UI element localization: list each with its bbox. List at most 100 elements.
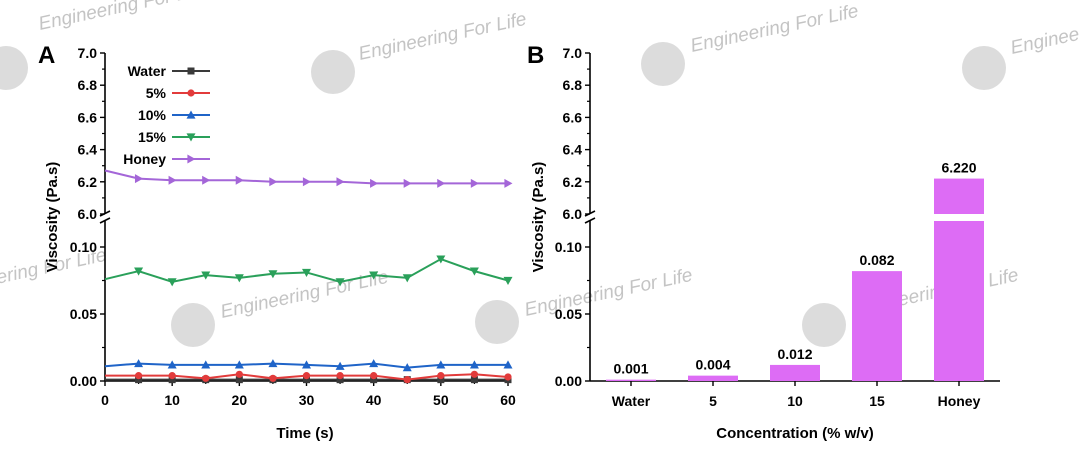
chart-a-axis-break-mark [99, 217, 111, 224]
watermark-text: Engineering For Life [523, 265, 695, 321]
chart-b-x-tick-label: 5 [709, 393, 717, 409]
data-point-5pct [470, 370, 479, 378]
data-point-5pct [235, 370, 243, 378]
watermark-logo [802, 303, 846, 347]
chart-a-x-tick-label: 10 [164, 392, 180, 408]
chart-a-y-tick-label: 6.8 [78, 77, 98, 93]
watermark-text: Engineering For Life [1009, 3, 1080, 59]
bar-5 [688, 375, 738, 381]
data-point-10pct [201, 360, 211, 369]
bar-value-label-5: 0.004 [695, 357, 730, 373]
legend-label-water: Water [128, 63, 167, 79]
chart-b: 6.0 6.2 6.4 6.6 6.8 7.0 0.00 0.05 0.10 Water 0.001… [555, 45, 1000, 409]
data-point-15pct [402, 274, 412, 283]
watermark-text: Engineering For Life [219, 267, 391, 323]
data-point-water [303, 376, 310, 384]
chart-a-y-tick-label: 0.00 [70, 373, 97, 389]
data-point-15pct [369, 271, 379, 280]
data-point-15pct [167, 278, 177, 287]
chart-b-x-tick-label: Honey [938, 393, 981, 409]
watermark-text: Engineering For Life [357, 9, 529, 65]
data-point-5pct [269, 374, 277, 382]
watermark-logo [0, 46, 28, 90]
data-point-15pct [234, 274, 244, 283]
data-point-honey [269, 177, 278, 187]
chart-a-y-tick-label: 0.05 [70, 306, 97, 322]
data-point-honey [370, 178, 379, 188]
legend-label-honey: Honey [123, 151, 166, 167]
data-point-honey [202, 175, 211, 185]
watermark-logo [962, 46, 1006, 90]
chart-a-y-tick-label: 6.4 [78, 142, 98, 158]
chart-a-x-tick-label: 40 [366, 392, 382, 408]
chart-b-y-tick-label: 6.6 [563, 109, 583, 125]
data-point-10pct [234, 360, 244, 369]
chart-b-y-tick-label: 0.00 [555, 373, 582, 389]
bar-value-label-water: 0.001 [613, 361, 648, 377]
data-point-15pct [134, 267, 144, 276]
watermark-logo [475, 300, 519, 344]
data-point-5pct [134, 372, 143, 380]
chart-a-xlabel: Time (s) [276, 425, 333, 442]
legend-marker-10pct [186, 110, 196, 119]
legend-marker-5pct [187, 89, 195, 97]
bar-10 [770, 364, 820, 381]
data-point-10pct [335, 361, 345, 370]
data-point-15pct [503, 276, 513, 285]
data-point-5pct [202, 374, 210, 382]
data-point-15pct [302, 268, 311, 277]
chart-a-y-tick-label: 7.0 [78, 45, 98, 61]
legend-marker-honey [187, 154, 196, 164]
chart-a-ylabel: Viscosity (Pa.s) [44, 162, 61, 273]
chart-b-ylabel: Viscosity (Pa.s) [530, 162, 547, 273]
chart-a: 6.0 6.2 6.4 6.6 6.8 7.0 0.00 0.05 0.10 0 10 20 30 40 5… [70, 45, 516, 408]
data-point-10pct [503, 360, 513, 369]
data-point-water [470, 376, 478, 384]
bar-honey-upper [934, 178, 984, 214]
data-point-10pct [302, 360, 311, 369]
chart-b-y-tick-label: 0.05 [555, 306, 582, 322]
chart-a-x-tick-label: 60 [500, 392, 516, 408]
data-point-10pct [469, 360, 479, 369]
chart-b-y-tick-label: 6.2 [563, 174, 583, 190]
chart-a-y-tick-label: 6.6 [78, 109, 98, 125]
bar-value-label-honey: 6.220 [941, 160, 976, 176]
data-point-honey [504, 178, 513, 188]
data-point-10pct [134, 359, 144, 368]
data-point-5pct [370, 372, 378, 380]
legend-label-10pct: 10% [138, 107, 167, 123]
data-point-honey [470, 178, 479, 188]
chart-a-y-tick-label: 0.10 [70, 239, 97, 255]
chart-b-y-tick-label: 6.0 [563, 206, 583, 222]
data-point-5pct [437, 372, 445, 380]
data-point-10pct [167, 360, 177, 369]
bar-value-label-10: 0.012 [777, 346, 812, 362]
data-point-5pct [168, 372, 176, 380]
chart-a-x-tick-label: 0 [101, 392, 109, 408]
chart-a-x-tick-label: 20 [232, 392, 248, 408]
data-point-honey [403, 178, 412, 188]
chart-a-x-tick-label: 50 [433, 392, 449, 408]
chart-b-x-tick-label: 10 [787, 393, 803, 409]
watermark-logo [641, 42, 685, 86]
legend-label-15pct: 15% [138, 129, 167, 145]
data-point-5pct [302, 372, 311, 380]
chart-a-y-tick-label: 6.2 [78, 174, 98, 190]
data-point-15pct [201, 271, 211, 280]
data-point-15pct [469, 267, 479, 276]
chart-b-y-tick-label: 6.8 [563, 77, 583, 93]
chart-a-y-tick-label: 6.0 [78, 206, 98, 222]
chart-a-x-tick-label: 30 [299, 392, 315, 408]
bar-value-label-15: 0.082 [859, 252, 894, 268]
data-point-honey [134, 174, 144, 184]
panel-label-a: A [38, 42, 55, 69]
data-point-water [168, 376, 176, 384]
watermark-logo [171, 303, 215, 347]
data-point-5pct [504, 373, 512, 381]
data-point-honey [336, 177, 345, 187]
chart-b-y-tick-label: 7.0 [563, 45, 583, 61]
bar-honey-lower [934, 221, 984, 381]
data-point-15pct [268, 270, 278, 279]
data-point-10pct [436, 360, 446, 369]
